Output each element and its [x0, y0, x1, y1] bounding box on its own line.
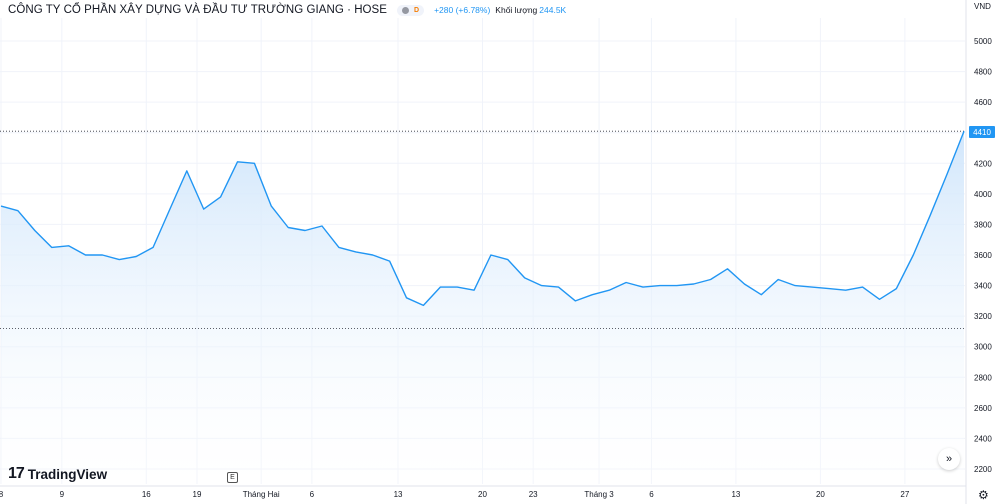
- reference-lines: [0, 130, 966, 329]
- events-button[interactable]: E: [227, 472, 238, 483]
- y-tick-label: 2800: [974, 373, 992, 382]
- y-tick-label: 5000: [974, 37, 992, 46]
- volume-label: Khối lượng: [495, 5, 538, 15]
- x-tick-label: 20: [478, 490, 487, 499]
- x-tick-label: 9: [60, 490, 65, 499]
- tradingview-logo-icon: 17: [8, 465, 25, 482]
- tradingview-logo[interactable]: 17 TradingView: [8, 465, 107, 483]
- price-change: +280 (+6.78%): [434, 5, 491, 15]
- y-tick-label: 4200: [974, 159, 992, 168]
- series-line: [0, 130, 965, 307]
- settings-gear-icon[interactable]: ⚙: [978, 488, 989, 502]
- y-tick-label: 4800: [974, 68, 992, 77]
- y-tick-label: 3200: [974, 312, 992, 321]
- x-tick-label: Tháng Hai: [243, 490, 280, 499]
- y-tick-label: 4000: [974, 190, 992, 199]
- y-tick-label: 2200: [974, 465, 992, 474]
- price-area: [1, 131, 964, 484]
- x-tick-label: 19: [193, 490, 202, 499]
- y-tick-label: 2600: [974, 404, 992, 413]
- chart-header: CÔNG TY CỔ PHẦN XÂY DỰNG VÀ ĐẦU TƯ TRƯỜN…: [8, 3, 566, 17]
- x-tick-label: Tháng 3: [584, 490, 614, 499]
- x-tick-label: 20: [816, 490, 825, 499]
- x-axis[interactable]: 8 9 16 19 Tháng Hai 6 13 20 23 Tháng 3 6 13 20 27: [0, 485, 966, 499]
- double-chevron-right-icon: »: [945, 453, 953, 465]
- x-tick-label: 6: [310, 490, 315, 499]
- scroll-to-realtime-button[interactable]: »: [938, 448, 960, 470]
- y-tick-label: 3400: [974, 282, 992, 291]
- x-tick-label: 8: [0, 490, 4, 499]
- tradingview-name: TradingView: [27, 466, 108, 482]
- volume-value: 244.5K: [539, 5, 567, 15]
- x-tick-label: 23: [529, 490, 538, 499]
- y-tick-label: 3600: [974, 251, 992, 260]
- y-tick-label: 4600: [974, 98, 992, 107]
- y-tick-label: 3000: [974, 343, 992, 352]
- x-tick-label: 27: [900, 490, 909, 499]
- x-tick-label: 6: [649, 490, 654, 499]
- x-tick-label: 16: [142, 490, 151, 499]
- y-tick-label: 2400: [974, 434, 992, 443]
- interval-badge[interactable]: D: [397, 4, 425, 16]
- status-dot-icon: [402, 6, 409, 14]
- symbol-title[interactable]: CÔNG TY CỔ PHẦN XÂY DỰNG VÀ ĐẦU TƯ TRƯỜN…: [8, 4, 387, 16]
- interval-label: D: [414, 6, 420, 14]
- currency-label[interactable]: VND: [974, 2, 991, 11]
- y-axis[interactable]: 2200 2400 2600 2800 3000 3200 3400 3600 3800 4000…: [965, 0, 992, 504]
- y-tick-label: 3800: [974, 220, 992, 229]
- price-line: [0, 130, 965, 307]
- x-tick-label: 13: [731, 490, 740, 499]
- last-price-tag: 4410: [969, 126, 995, 138]
- area-fill: [1, 131, 964, 484]
- x-tick-label: 13: [394, 490, 403, 499]
